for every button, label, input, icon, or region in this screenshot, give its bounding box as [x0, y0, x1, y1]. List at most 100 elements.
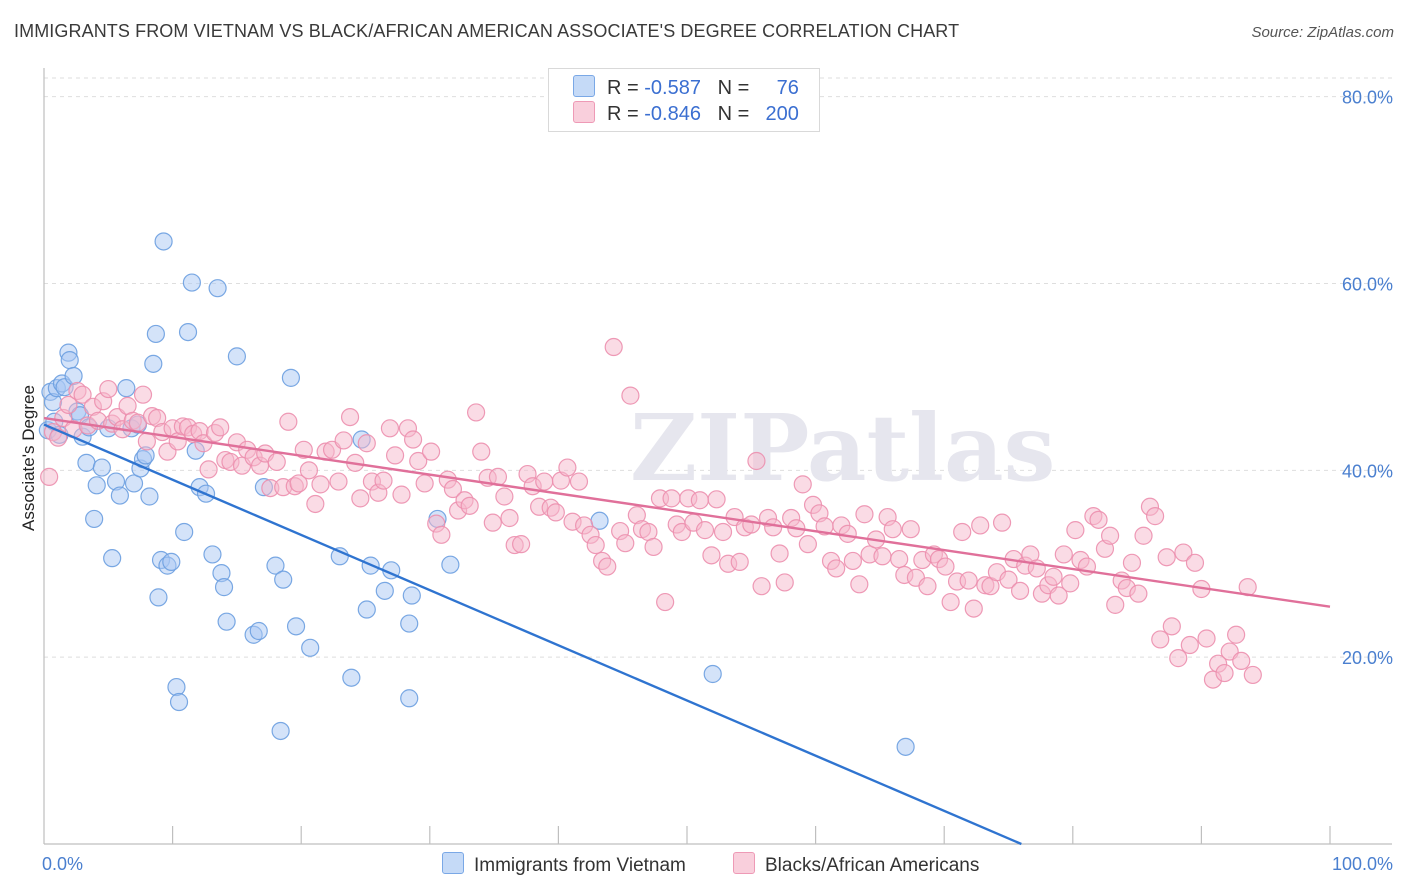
point-black — [357, 434, 376, 453]
point-black — [992, 513, 1012, 532]
point-vietnam — [400, 689, 419, 708]
point-black — [644, 537, 663, 557]
point-vietnam — [167, 677, 186, 697]
point-black — [775, 573, 794, 592]
point-vietnam — [178, 322, 198, 342]
point-vietnam — [92, 458, 111, 477]
point-vietnam — [169, 692, 189, 712]
point-black — [953, 522, 972, 542]
point-black — [621, 386, 640, 405]
point-vietnam — [146, 324, 165, 344]
point-black — [901, 520, 920, 539]
point-black — [1134, 526, 1153, 545]
point-black — [656, 592, 675, 612]
point-black — [267, 452, 286, 472]
point-black — [604, 337, 623, 357]
point-black — [1169, 649, 1188, 668]
point-vietnam — [281, 368, 301, 387]
point-vietnam — [441, 555, 460, 574]
y-tick-label: 60.0% — [1342, 275, 1393, 295]
point-vietnam — [217, 612, 236, 631]
point-black — [1054, 545, 1073, 564]
series-black-points — [40, 337, 1262, 689]
point-vietnam — [154, 232, 173, 251]
point-vietnam — [357, 600, 376, 619]
point-black — [827, 559, 846, 578]
point-black — [380, 419, 400, 438]
point-black — [409, 451, 428, 471]
point-black — [1185, 553, 1205, 572]
point-black — [1232, 651, 1251, 671]
point-black — [392, 485, 411, 504]
point-black — [374, 471, 393, 490]
point-black — [1197, 629, 1216, 648]
point-vietnam — [896, 737, 915, 756]
point-black — [99, 379, 118, 399]
point-vietnam — [149, 588, 168, 607]
point-vietnam — [301, 638, 320, 657]
legend-r-label: R = — [607, 77, 639, 99]
point-black — [351, 489, 370, 508]
point-black — [1215, 663, 1234, 683]
point-vietnam — [85, 509, 104, 529]
point-black — [466, 403, 486, 422]
point-black — [936, 557, 955, 576]
point-black — [40, 467, 59, 486]
point-black — [1066, 521, 1085, 540]
point-black — [1129, 584, 1148, 603]
point-vietnam — [64, 366, 83, 386]
point-vietnam — [286, 617, 306, 636]
point-vietnam — [400, 614, 419, 633]
legend-label-black: Blacks/African Americans — [765, 855, 980, 876]
point-black — [558, 458, 577, 477]
point-black — [616, 534, 635, 553]
point-vietnam — [271, 721, 290, 741]
point-black — [1100, 526, 1120, 545]
point-vietnam — [375, 581, 394, 600]
point-black — [1243, 665, 1262, 685]
point-black — [1180, 635, 1199, 655]
point-vietnam — [144, 354, 163, 373]
point-black — [483, 513, 502, 532]
point-black — [730, 552, 749, 571]
point-vietnam — [124, 474, 144, 493]
legend-swatch-pink — [733, 852, 755, 874]
point-black — [662, 489, 681, 508]
point-black — [569, 472, 589, 491]
point-vietnam — [175, 522, 194, 542]
point-black — [770, 544, 789, 563]
legend-r-label: R = — [607, 103, 639, 125]
point-black — [1162, 617, 1181, 636]
point-vietnam — [227, 347, 246, 366]
point-black — [941, 592, 960, 612]
point-black — [890, 549, 909, 569]
axes — [43, 68, 1392, 845]
point-black — [999, 570, 1018, 589]
point-vietnam — [110, 486, 129, 505]
point-black — [1151, 630, 1170, 649]
point-black — [798, 535, 817, 554]
point-black — [843, 551, 862, 571]
point-black — [299, 461, 319, 480]
point-vietnam — [214, 578, 234, 597]
stats-legend-row-vietnam: R = -0.587 N = 76 — [573, 75, 799, 101]
point-black — [959, 571, 978, 590]
point-black — [421, 442, 441, 461]
point-black — [918, 577, 937, 596]
point-black — [546, 503, 565, 522]
point-black — [512, 535, 531, 554]
legend-label-vietnam: Immigrants from Vietnam — [474, 855, 686, 876]
point-black — [1157, 548, 1176, 567]
point-black — [702, 546, 721, 565]
point-vietnam — [266, 556, 285, 575]
legend-n-value: 200 — [765, 103, 799, 125]
point-black — [742, 515, 761, 534]
point-vietnam — [162, 552, 181, 571]
stats-legend-row-black: R = -0.846 N = 200 — [573, 101, 799, 127]
trend-line-vietnam — [43, 423, 1022, 846]
y-tick-label: 40.0% — [1342, 461, 1393, 481]
watermark: ZIPatlas — [630, 394, 1055, 502]
point-black — [1106, 595, 1125, 614]
point-black — [1227, 625, 1246, 644]
